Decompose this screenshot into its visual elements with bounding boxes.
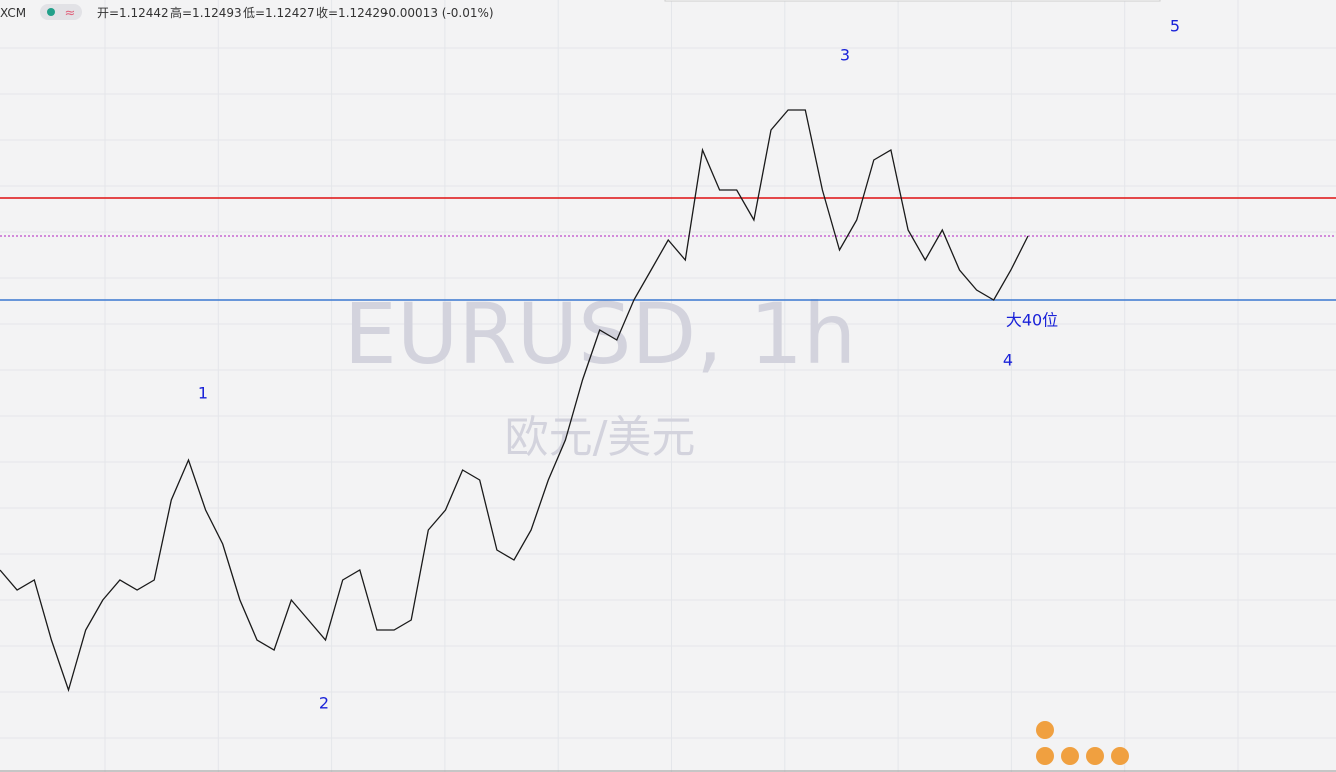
event-icon[interactable] (1036, 747, 1054, 765)
wave-label: 1 (198, 384, 208, 403)
event-icon[interactable] (1086, 747, 1104, 765)
close: 收=1.12429 (316, 6, 388, 20)
open: 开=1.12442 (97, 6, 169, 20)
change: -0.00013 (-0.01%) (384, 6, 494, 20)
low: 低=1.12427 (243, 6, 315, 20)
wave-label: 2 (319, 694, 329, 713)
top-panel (664, 0, 1161, 2)
wave-label: 4 (1003, 351, 1013, 370)
status-icon: ≈ (65, 6, 76, 21)
wave-label: 3 (840, 46, 850, 65)
status-dot (47, 8, 55, 16)
price-line (0, 109, 1029, 693)
wave-label: 5 (1170, 17, 1180, 36)
watermark-symbol: EURUSD, 1h (344, 285, 857, 383)
event-icon[interactable] (1111, 747, 1129, 765)
wave-label: 大40位 (1006, 311, 1058, 330)
event-icon[interactable] (1061, 747, 1079, 765)
event-icons (1036, 721, 1129, 765)
status-pill[interactable] (40, 4, 82, 20)
high: 高=1.12493 (170, 5, 242, 20)
watermark-name: 欧元/美元 (505, 412, 696, 463)
event-icon[interactable] (1036, 721, 1054, 739)
symbol: XCM (0, 6, 26, 20)
